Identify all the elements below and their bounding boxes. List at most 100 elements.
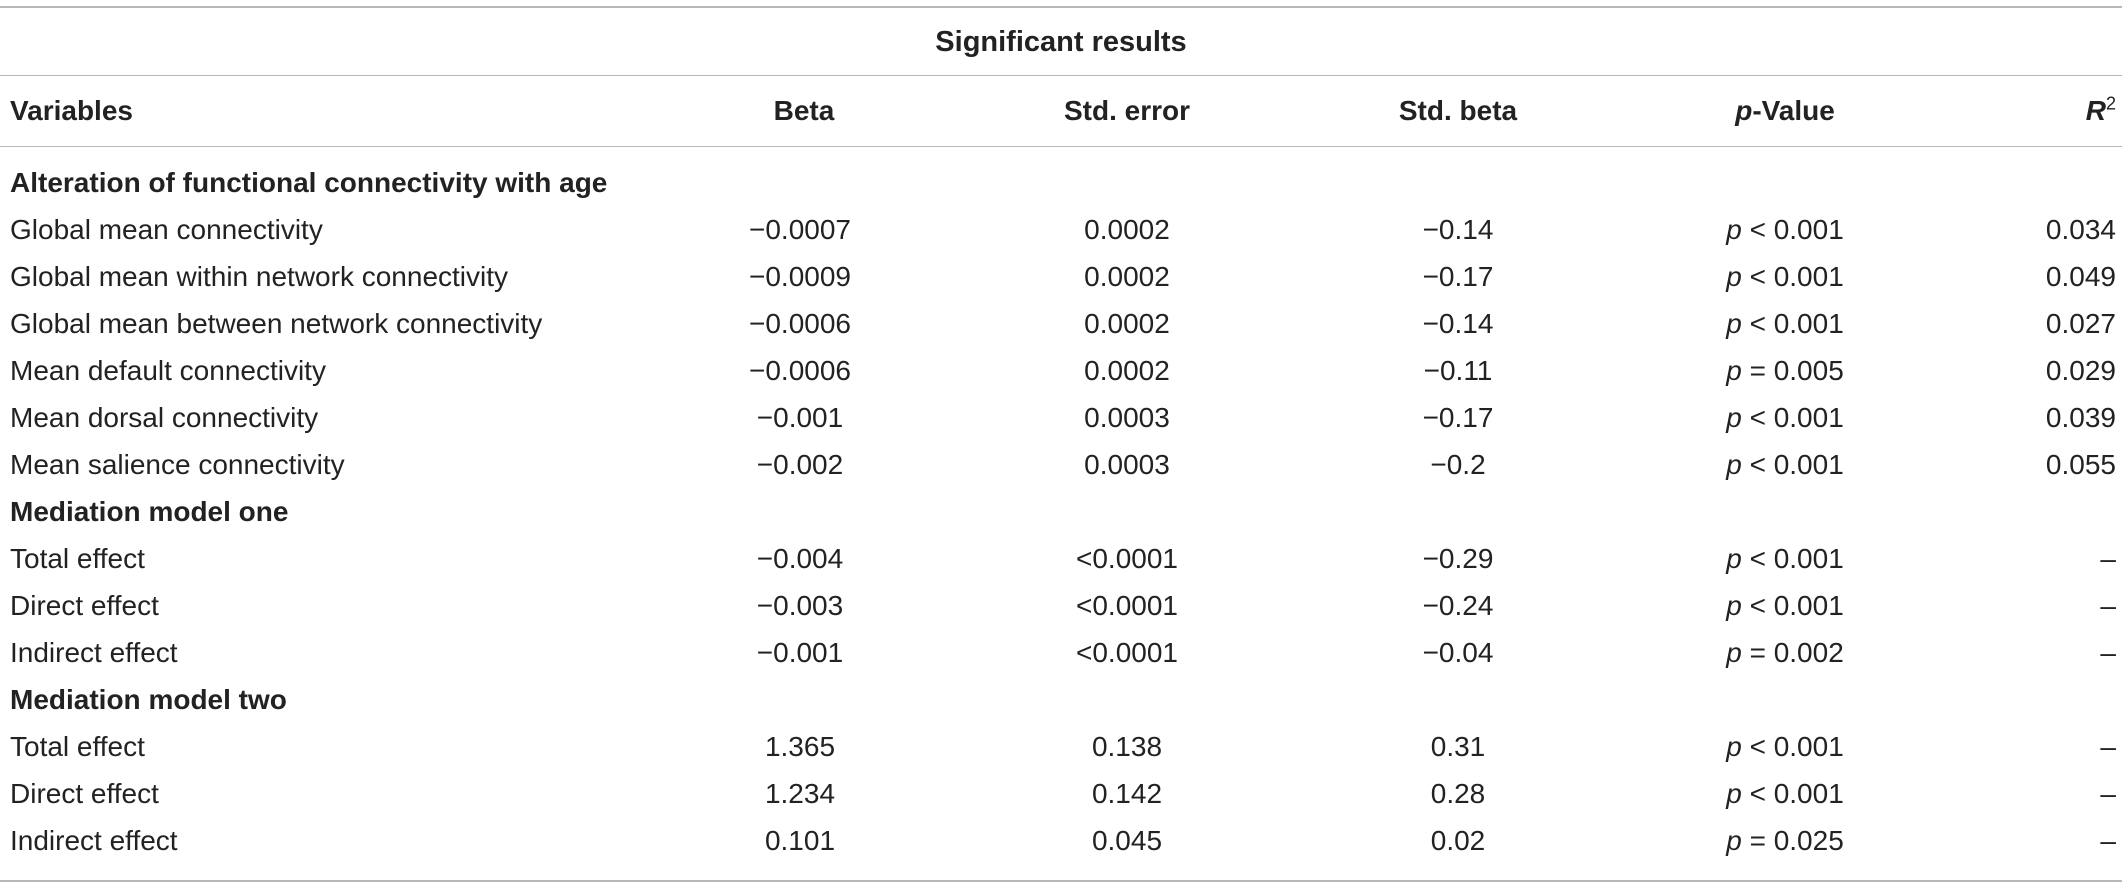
variable-cell: Global mean connectivity (10, 214, 323, 245)
header-r-superscript: 2 (2105, 93, 2116, 114)
table-row: Indirect effect −0.001 <0.0001 −0.04 p = 0.0… (0, 630, 2122, 676)
p-symbol: p (1726, 825, 1742, 856)
std-beta-cell: −0.17 (1422, 402, 1494, 433)
p-value-cell: p < 0.001 (1660, 536, 1910, 582)
std-error-cell: 0.138 (1091, 731, 1163, 762)
beta-cell: 0.101 (764, 825, 836, 856)
header-std-beta: Std. beta (1398, 95, 1518, 126)
variable-cell: Mean salience connectivity (10, 449, 345, 480)
std-beta-cell: −0.14 (1422, 214, 1494, 245)
std-error-cell: 0.0002 (1084, 355, 1170, 386)
p-value-cell: p < 0.001 (1660, 442, 1910, 488)
r-squared-cell: – (2100, 543, 2116, 574)
p-value-cell: p < 0.001 (1660, 207, 1910, 253)
beta-cell: −0.003 (756, 590, 844, 621)
section-title: Mediation model one (10, 496, 289, 527)
beta-cell: −0.0006 (749, 308, 851, 339)
title-rule (0, 75, 2122, 76)
header-std-error: Std. error (1063, 95, 1191, 126)
header-variables: Variables (10, 95, 133, 126)
p-value-cell: p < 0.001 (1660, 771, 1910, 817)
p-symbol: p (1726, 731, 1742, 762)
beta-cell: −0.0006 (749, 355, 851, 386)
p-symbol: p (1726, 261, 1742, 292)
section-title: Mediation model two (10, 684, 287, 715)
variable-cell: Total effect (10, 543, 145, 574)
variable-cell: Indirect effect (10, 825, 178, 856)
table-row: Direct effect −0.003 <0.0001 −0.24 p < 0.001… (0, 583, 2122, 629)
p-value-text: < 0.001 (1741, 402, 1844, 433)
p-symbol: p (1726, 402, 1742, 433)
table-row: Mean salience connectivity −0.002 0.0003 −0… (0, 442, 2122, 488)
table-row: Indirect effect 0.101 0.045 0.02 p = 0.025 – (0, 818, 2122, 864)
table-row: Total effect −0.004 <0.0001 −0.29 p < 0.001 – (0, 536, 2122, 582)
p-value-cell: p < 0.001 (1660, 724, 1910, 770)
p-symbol: p (1726, 308, 1742, 339)
table-row: Total effect 1.365 0.138 0.31 p < 0.001 – (0, 724, 2122, 770)
p-value-cell: p = 0.025 (1660, 818, 1910, 864)
beta-cell: −0.001 (756, 402, 844, 433)
table-row: Global mean within network connectivity −… (0, 254, 2122, 300)
std-beta-cell: 0.28 (1430, 778, 1486, 809)
p-symbol: p (1726, 355, 1742, 386)
p-symbol: p (1726, 214, 1742, 245)
std-error-cell: 0.0002 (1084, 214, 1170, 245)
table-title: Significant results (935, 26, 1187, 58)
variable-cell: Direct effect (10, 590, 159, 621)
std-beta-cell: 0.31 (1430, 731, 1486, 762)
header-rule (0, 146, 2122, 147)
p-value-text: < 0.001 (1741, 261, 1844, 292)
std-error-cell: <0.0001 (1076, 590, 1178, 621)
p-value-cell: p = 0.002 (1660, 630, 1910, 676)
p-value-text: < 0.001 (1741, 590, 1844, 621)
bottom-rule (0, 880, 2122, 882)
variable-cell: Direct effect (10, 778, 159, 809)
header-p-symbol: p (1735, 95, 1753, 126)
p-value-text: < 0.001 (1741, 731, 1844, 762)
table-row: Global mean connectivity −0.0007 0.0002 −0.… (0, 207, 2122, 253)
beta-cell: −0.0007 (749, 214, 851, 245)
p-value-cell: p = 0.005 (1660, 348, 1910, 394)
p-symbol: p (1726, 637, 1742, 668)
std-beta-cell: −0.29 (1422, 543, 1494, 574)
std-beta-cell: −0.14 (1422, 308, 1494, 339)
beta-cell: −0.004 (756, 543, 844, 574)
table-row: Direct effect 1.234 0.142 0.28 p < 0.001 – (0, 771, 2122, 817)
std-beta-cell: −0.24 (1422, 590, 1494, 621)
p-value-cell: p < 0.001 (1660, 583, 1910, 629)
variable-cell: Indirect effect (10, 637, 178, 668)
p-value-cell: p < 0.001 (1660, 395, 1910, 441)
std-error-cell: 0.0002 (1084, 308, 1170, 339)
p-symbol: p (1726, 543, 1742, 574)
beta-cell: 1.234 (764, 778, 836, 809)
table-row: Global mean between network connectivity… (0, 301, 2122, 347)
variable-cell: Total effect (10, 731, 145, 762)
std-error-cell: <0.0001 (1076, 543, 1178, 574)
beta-cell: 1.365 (764, 731, 836, 762)
p-value-text: = 0.025 (1741, 825, 1844, 856)
p-value-text: = 0.002 (1741, 637, 1844, 668)
std-error-cell: 0.0003 (1084, 449, 1170, 480)
p-value-text: < 0.001 (1741, 214, 1844, 245)
table-row: Mean dorsal connectivity −0.001 0.0003 −0.1… (0, 395, 2122, 441)
r-squared-cell: 0.027 (2045, 308, 2116, 339)
header-r-squared: R2 (2086, 88, 2116, 134)
header-p-value: p-Value (1660, 88, 1910, 134)
std-error-cell: 0.0003 (1084, 402, 1170, 433)
variable-cell: Mean default connectivity (10, 355, 326, 386)
p-symbol: p (1726, 449, 1742, 480)
std-beta-cell: −0.17 (1422, 261, 1494, 292)
p-symbol: p (1726, 590, 1742, 621)
variable-cell: Global mean within network connectivity (10, 261, 509, 292)
header-r-symbol: R (2085, 95, 2106, 126)
std-beta-cell: −0.11 (1423, 355, 1493, 386)
std-beta-cell: 0.02 (1430, 825, 1486, 856)
section-header-row: Mediation model two (0, 677, 2122, 723)
std-beta-cell: −0.2 (1430, 449, 1486, 480)
beta-cell: −0.001 (756, 637, 844, 668)
r-squared-cell: 0.034 (2045, 214, 2116, 245)
r-squared-cell: – (2100, 825, 2116, 856)
r-squared-cell: 0.039 (2045, 402, 2116, 433)
header-beta: Beta (773, 95, 835, 126)
